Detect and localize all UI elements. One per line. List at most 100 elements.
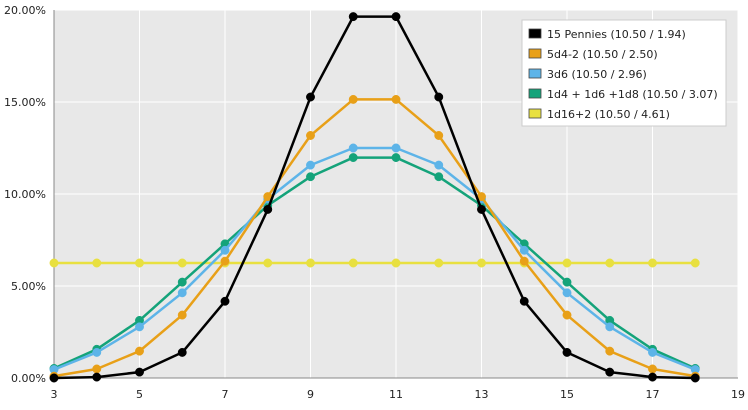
data-point[interactable] bbox=[519, 256, 529, 266]
data-point[interactable] bbox=[519, 296, 529, 306]
data-point[interactable] bbox=[648, 364, 657, 374]
x-tick-label: 15 bbox=[560, 388, 574, 401]
data-point[interactable] bbox=[92, 347, 102, 357]
legend-swatch bbox=[528, 108, 542, 119]
x-tick-label: 19 bbox=[731, 388, 745, 401]
data-point[interactable] bbox=[135, 322, 144, 332]
legend-label: 5d4-2 (10.50 / 2.50) bbox=[547, 48, 658, 61]
data-point[interactable] bbox=[92, 372, 102, 382]
data-point[interactable] bbox=[434, 258, 444, 268]
data-point[interactable] bbox=[220, 296, 230, 306]
data-point[interactable] bbox=[477, 205, 486, 214]
series-line bbox=[53, 146, 696, 371]
y-tick-label: 15.00% bbox=[4, 96, 46, 109]
data-point[interactable] bbox=[648, 347, 657, 357]
data-point[interactable] bbox=[605, 346, 615, 356]
data-point[interactable] bbox=[391, 12, 401, 22]
data-point[interactable] bbox=[434, 160, 444, 170]
legend-label: 3d6 (10.50 / 2.96) bbox=[547, 68, 647, 81]
data-point[interactable] bbox=[562, 347, 572, 357]
legend-label: 1d16+2 (10.50 / 4.61) bbox=[547, 108, 670, 121]
data-point[interactable] bbox=[306, 92, 315, 102]
axis-layer: 3 5 7 9 11 13 15 17 19 0.00% 5.00% 10.00% 15.00% 20.0… bbox=[4, 4, 745, 401]
legend-swatch bbox=[528, 88, 542, 99]
series-layer bbox=[49, 12, 700, 383]
legend-swatch bbox=[528, 48, 542, 59]
legend-item[interactable]: 3d6 (10.50 / 2.96) bbox=[528, 68, 647, 81]
data-point[interactable] bbox=[648, 258, 657, 268]
legend-swatch bbox=[528, 28, 542, 39]
y-tick-label: 0.00% bbox=[11, 372, 46, 385]
data-point[interactable] bbox=[348, 12, 358, 22]
x-tick-label: 17 bbox=[646, 388, 660, 401]
series-3d6 bbox=[49, 143, 700, 374]
data-point[interactable] bbox=[391, 143, 401, 153]
x-tick-label: 11 bbox=[389, 388, 403, 401]
data-point[interactable] bbox=[49, 373, 59, 383]
legend-label: 1d4 + 1d6 +1d8 (10.50 / 3.07) bbox=[547, 88, 718, 101]
data-point[interactable] bbox=[648, 372, 657, 382]
x-tick-label: 13 bbox=[475, 388, 489, 401]
data-point[interactable] bbox=[348, 153, 358, 163]
data-point[interactable] bbox=[135, 367, 144, 377]
data-point[interactable] bbox=[391, 94, 401, 104]
data-point[interactable] bbox=[306, 160, 315, 170]
data-point[interactable] bbox=[562, 258, 572, 268]
data-point[interactable] bbox=[562, 310, 572, 320]
data-point[interactable] bbox=[92, 258, 102, 268]
x-tick-label: 5 bbox=[136, 388, 143, 401]
data-point[interactable] bbox=[519, 245, 529, 255]
data-point[interactable] bbox=[605, 258, 615, 268]
y-tick-label: 5.00% bbox=[11, 280, 46, 293]
series-line bbox=[53, 98, 696, 378]
data-point[interactable] bbox=[562, 288, 572, 298]
data-point[interactable] bbox=[391, 153, 401, 163]
data-point[interactable] bbox=[220, 256, 230, 266]
legend-item[interactable]: 1d4 + 1d6 +1d8 (10.50 / 3.07) bbox=[528, 88, 718, 101]
y-tick-label: 20.00% bbox=[4, 4, 46, 17]
chart-legend: 15 Pennies (10.50 / 1.94) 5d4-2 (10.50 / … bbox=[521, 19, 727, 127]
data-point[interactable] bbox=[135, 346, 144, 356]
data-point[interactable] bbox=[263, 205, 273, 214]
x-tick-label: 7 bbox=[222, 388, 229, 401]
legend-label: 15 Pennies (10.50 / 1.94) bbox=[547, 28, 686, 41]
data-point[interactable] bbox=[434, 92, 444, 102]
legend-item[interactable]: 1d16+2 (10.50 / 4.61) bbox=[528, 108, 670, 121]
legend-swatch bbox=[528, 68, 542, 79]
data-point[interactable] bbox=[690, 258, 700, 268]
data-point[interactable] bbox=[306, 172, 315, 182]
data-point[interactable] bbox=[562, 277, 572, 287]
data-point[interactable] bbox=[177, 288, 187, 298]
data-point[interactable] bbox=[391, 258, 401, 268]
data-point[interactable] bbox=[263, 258, 273, 268]
data-point[interactable] bbox=[434, 172, 444, 182]
y-tick-label: 10.00% bbox=[4, 188, 46, 201]
data-point[interactable] bbox=[49, 258, 59, 268]
data-point[interactable] bbox=[477, 258, 486, 268]
data-point[interactable] bbox=[220, 245, 230, 255]
data-point[interactable] bbox=[177, 310, 187, 320]
legend-item[interactable]: 5d4-2 (10.50 / 2.50) bbox=[528, 48, 658, 61]
data-point[interactable] bbox=[177, 258, 187, 268]
data-point[interactable] bbox=[605, 322, 615, 332]
series-line bbox=[53, 156, 696, 370]
data-point[interactable] bbox=[690, 373, 700, 383]
series-line bbox=[53, 15, 696, 380]
data-point[interactable] bbox=[605, 367, 615, 377]
data-point[interactable] bbox=[92, 364, 102, 374]
data-point[interactable] bbox=[306, 258, 315, 268]
data-point[interactable] bbox=[348, 143, 358, 153]
series-15-pennies bbox=[49, 12, 700, 383]
data-point[interactable] bbox=[177, 347, 187, 357]
data-point[interactable] bbox=[177, 277, 187, 287]
data-point[interactable] bbox=[434, 131, 444, 140]
legend-item[interactable]: 15 Pennies (10.50 / 1.94) bbox=[528, 28, 686, 41]
data-point[interactable] bbox=[135, 258, 144, 268]
x-tick-label: 9 bbox=[307, 388, 314, 401]
data-point[interactable] bbox=[348, 94, 358, 104]
data-point[interactable] bbox=[348, 258, 358, 268]
x-tick-label: 3 bbox=[51, 388, 58, 401]
data-point[interactable] bbox=[306, 131, 315, 140]
